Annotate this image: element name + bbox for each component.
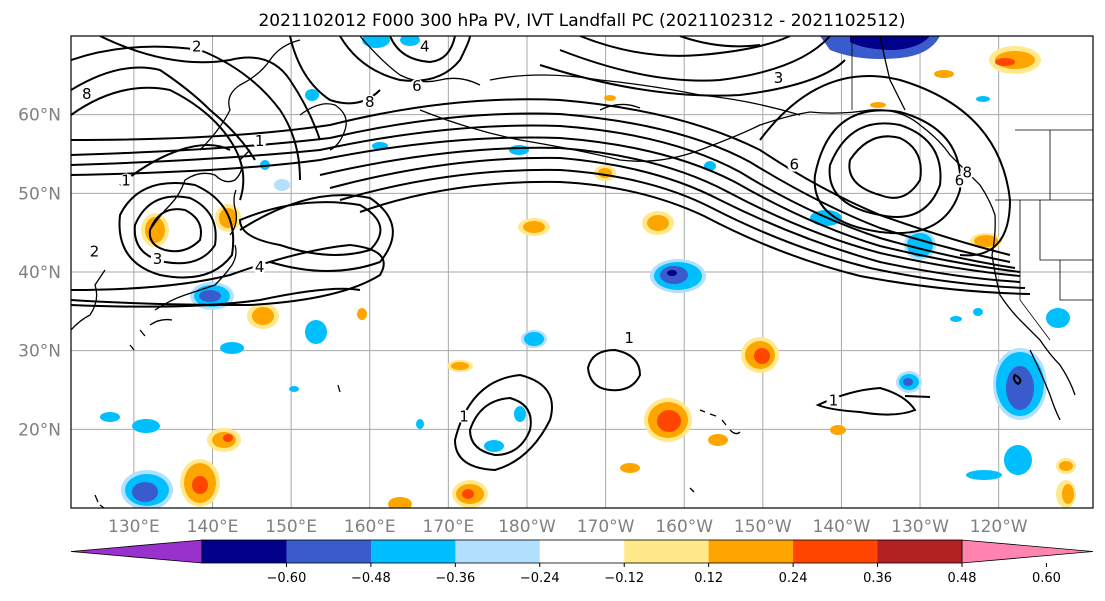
contour-label-bg xyxy=(150,252,165,267)
lat-label: 50°N xyxy=(18,184,61,204)
contour-label-bg xyxy=(189,39,204,54)
lon-label: 160°W xyxy=(655,517,713,537)
contour-label-bg xyxy=(457,409,472,424)
contour-label-bg xyxy=(252,260,267,274)
contour-label: 8 xyxy=(962,164,972,182)
contour-label: 6 xyxy=(412,77,422,95)
colorbar-tick-label: −0.48 xyxy=(351,571,391,586)
colorbar-tick-label: 0.60 xyxy=(1032,571,1061,586)
contour-label: 8 xyxy=(82,85,92,103)
contour-label: 4 xyxy=(255,258,265,276)
lon-label: 130°E xyxy=(108,517,160,537)
contour-label: 2 xyxy=(90,242,100,260)
lon-label: 180°W xyxy=(498,517,556,537)
colorbar-segment xyxy=(539,540,625,563)
colorbar-tick-label: −0.12 xyxy=(604,571,644,586)
borders xyxy=(851,36,1093,341)
lon-label: 170°W xyxy=(577,517,635,537)
contour-label: 1 xyxy=(829,392,839,410)
contour-label: 1 xyxy=(255,132,265,150)
lon-label: 170°E xyxy=(423,517,475,537)
contour-label: 1 xyxy=(459,407,469,425)
contour-label: 6 xyxy=(955,171,965,189)
colorbar: −0.60 −0.48 −0.36 −0.24 −0.12 0.12 0.24 0.36 0.4… xyxy=(70,539,1094,586)
contour-label-bg xyxy=(87,244,102,259)
colorbar-segment xyxy=(793,540,879,563)
colorbar-tick-label: −0.36 xyxy=(435,571,475,586)
contour-label: 6 xyxy=(789,156,799,174)
map-title: 2021102012 F000 300 hPa PV, IVT Landfall… xyxy=(258,11,905,31)
contour-label: 2 xyxy=(192,38,202,56)
colorbar-tick-label: 0.36 xyxy=(863,571,892,586)
lat-label: 20°N xyxy=(18,420,61,440)
contour-label-bg xyxy=(362,94,377,109)
colorbar-extend-max xyxy=(961,539,1094,564)
contour-label-bg xyxy=(960,165,975,180)
contour-label-bg xyxy=(771,71,786,86)
ivt-contours xyxy=(71,36,1031,472)
contour-label: 1 xyxy=(624,329,634,347)
lon-label: 160°E xyxy=(344,517,396,537)
lon-label: 140°E xyxy=(187,517,239,537)
contour-label-bg xyxy=(417,39,432,54)
contour-label: 3 xyxy=(153,250,163,268)
colorbar-tick-label: 0.24 xyxy=(779,571,808,586)
contour-label: 4 xyxy=(420,38,430,56)
colorbar-tick-label: −0.60 xyxy=(267,571,307,586)
colorbar-tick-label: 0.12 xyxy=(694,571,723,586)
colorbar-extend-min xyxy=(70,539,203,564)
negative-anomaly-blobs xyxy=(100,36,1070,508)
longitude-labels: 130°E 140°E 150°E 160°E 170°E 180°W 170°W 160°W… xyxy=(108,517,1028,537)
contour-label-bg xyxy=(409,79,424,94)
contour-label: 8 xyxy=(365,93,375,111)
colorbar-segment xyxy=(455,540,541,563)
contour-label: 3 xyxy=(774,69,784,87)
lat-label: 30°N xyxy=(18,342,61,362)
colorbar-segment xyxy=(708,540,794,563)
colorbar-segment xyxy=(202,540,287,563)
colorbar-segment xyxy=(877,540,963,563)
contour-label-bg xyxy=(787,157,802,172)
contour-label-bg xyxy=(252,134,267,149)
colorbar-segment xyxy=(286,540,372,563)
colorbar-outline xyxy=(201,539,963,564)
lat-label: 40°N xyxy=(18,263,61,283)
lon-label: 130°W xyxy=(891,517,949,537)
latitude-labels: 60°N 50°N 40°N 30°N 20°N xyxy=(18,106,61,441)
colorbar-segment xyxy=(370,540,456,563)
map-frame xyxy=(70,35,1094,509)
colorbar-tick-label: −0.24 xyxy=(520,571,560,586)
lon-label: 150°W xyxy=(734,517,792,537)
lat-label: 60°N xyxy=(18,106,61,126)
contour-label-bg xyxy=(119,173,134,188)
coastlines xyxy=(71,36,1076,508)
contour-label-bg xyxy=(622,330,637,345)
contour-label-bg xyxy=(826,393,841,408)
colorbar-segment xyxy=(624,540,710,563)
colorbar-tick-label: 0.48 xyxy=(948,571,977,586)
lon-label: 150°E xyxy=(265,517,317,537)
contour-label-bg xyxy=(79,86,94,101)
lon-label: 120°W xyxy=(970,517,1028,537)
lon-label: 140°W xyxy=(813,517,871,537)
contour-label: 1 xyxy=(121,171,131,189)
